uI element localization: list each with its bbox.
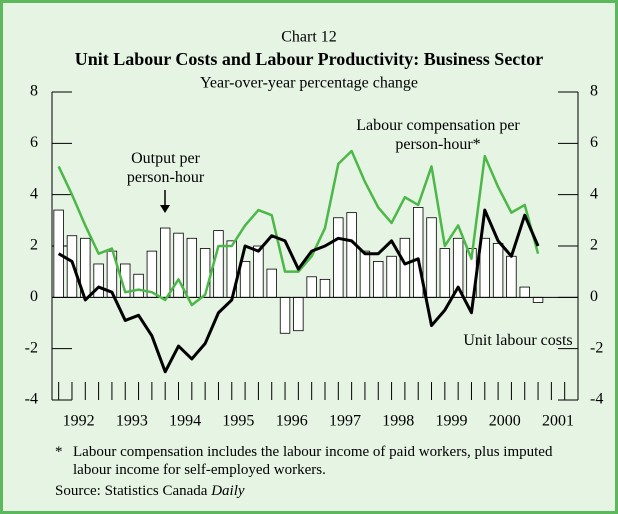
bar <box>279 296 291 334</box>
chart-title: Unit Labour Costs and Labour Productivit… <box>75 49 544 69</box>
line <box>57 149 540 307</box>
bar <box>373 260 384 298</box>
bar <box>346 212 357 298</box>
x-tick-label: 1993 <box>116 413 148 430</box>
bar <box>239 260 251 298</box>
annotation: Output per person-hour <box>126 150 205 186</box>
bar <box>186 237 198 298</box>
bar <box>319 278 331 298</box>
y-tick-label: 4 <box>30 185 38 202</box>
bar <box>199 248 211 298</box>
bar <box>506 255 517 298</box>
bar <box>293 296 304 332</box>
bar <box>492 243 504 298</box>
y-tick-label: 8 <box>30 83 38 100</box>
annotation: Unit labour costs <box>463 332 573 349</box>
x-tick-label: 1998 <box>382 413 414 430</box>
x-tick-label: 1992 <box>63 413 95 430</box>
bar <box>439 248 451 298</box>
y2-tick-label: 8 <box>590 83 598 100</box>
y-tick-label: -4 <box>25 391 38 408</box>
y2-tick-label: -4 <box>590 391 603 408</box>
y2-tick-label: -2 <box>590 339 603 356</box>
chart-subtitle: Year-over-year percentage change <box>200 75 418 92</box>
x-tick-label: 1997 <box>329 413 361 430</box>
bar <box>359 250 371 298</box>
footnote-mark: * <box>55 444 63 460</box>
source: Source: Statistics Canada Daily <box>55 482 245 500</box>
bar <box>159 227 171 298</box>
bar <box>253 245 264 298</box>
footnote: Labour compensation includes the labour … <box>73 444 553 478</box>
plot: Chart 12 Unit Labour Costs and Labour Pr… <box>25 29 604 430</box>
x-tick-label: 2001 <box>542 413 574 430</box>
x-tick-label: 1995 <box>222 413 254 430</box>
x-tick-label: 1999 <box>435 413 467 430</box>
annotation: Labour compensation per person-hour* <box>356 117 520 153</box>
bar <box>413 207 424 298</box>
bar <box>266 268 277 298</box>
chart-label: Chart 12 <box>281 29 337 46</box>
line <box>57 208 540 374</box>
x-tick-label: 1994 <box>169 413 201 430</box>
x-tick-label: 2000 <box>489 413 521 430</box>
bar <box>399 237 411 298</box>
bar <box>213 230 224 298</box>
arrow-head <box>160 205 170 213</box>
bar <box>386 255 397 298</box>
y-tick-label: 2 <box>30 237 38 254</box>
bar <box>519 286 530 298</box>
bar <box>133 273 144 298</box>
y-tick-label: -2 <box>25 339 38 356</box>
bar <box>306 276 317 298</box>
y2-tick-label: 4 <box>590 185 598 202</box>
y-tick-label: 0 <box>30 288 38 305</box>
bar <box>426 217 437 298</box>
bar <box>532 296 544 303</box>
y-tick-label: 6 <box>30 134 38 151</box>
y2-tick-label: 2 <box>590 237 598 254</box>
bar <box>333 217 344 298</box>
source-text: Source: Statistics Canada <box>55 483 208 499</box>
x-tick-label: 1996 <box>276 413 308 430</box>
y2-tick-label: 0 <box>590 288 598 305</box>
y2-tick-label: 6 <box>590 134 598 151</box>
source-emphasis: Daily <box>211 483 245 499</box>
